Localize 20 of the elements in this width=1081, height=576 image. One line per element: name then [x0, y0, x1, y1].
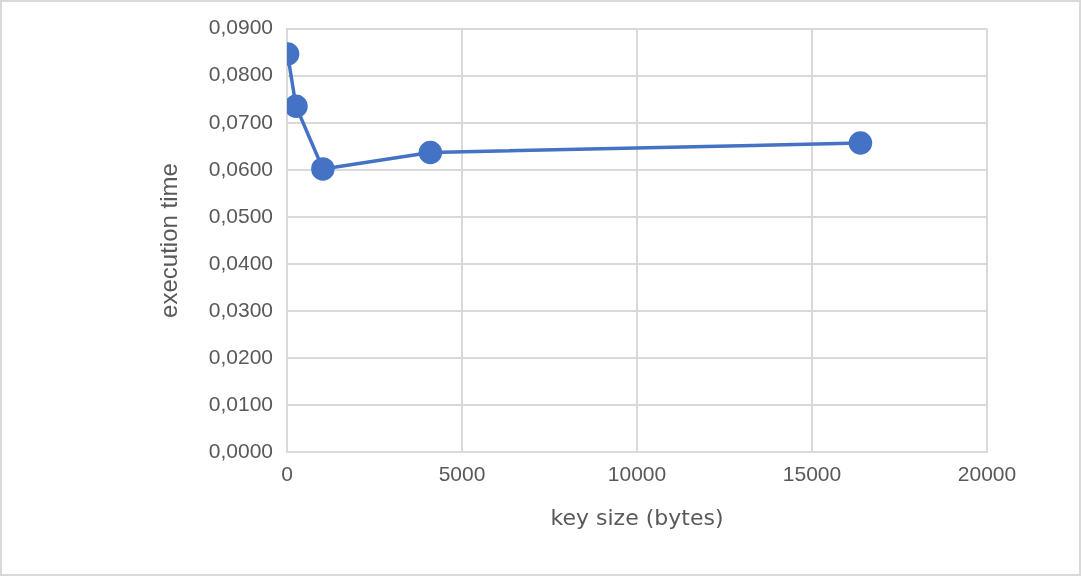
point — [418, 140, 443, 165]
y-tick-label: 0,0100 — [208, 392, 274, 416]
x-tick-label: 0 — [281, 461, 293, 485]
y-tick-label: 0,0700 — [208, 109, 274, 133]
x-tick-label: 10000 — [607, 461, 667, 485]
x-tick-label: 15000 — [782, 461, 842, 485]
y-tick-label: 0,0800 — [208, 62, 274, 86]
x-tick-label: 20000 — [957, 461, 1017, 485]
y-tick-label: 0,0500 — [208, 203, 274, 227]
point — [848, 131, 873, 155]
y-tick-label: 0,0600 — [208, 156, 274, 180]
y-tick-label: 0,0000 — [208, 439, 274, 463]
y-tick-label: 0,0200 — [208, 345, 274, 369]
y-tick-label: 0,0900 — [208, 15, 274, 39]
y-tick-label: 0,0300 — [208, 297, 274, 321]
y-tick-label: 0,0400 — [208, 250, 274, 274]
x-axis-title: key size (bytes) — [550, 504, 724, 530]
y-axis-title: execution time — [155, 163, 183, 318]
point — [311, 157, 335, 181]
x-tick-label: 5000 — [438, 461, 486, 485]
